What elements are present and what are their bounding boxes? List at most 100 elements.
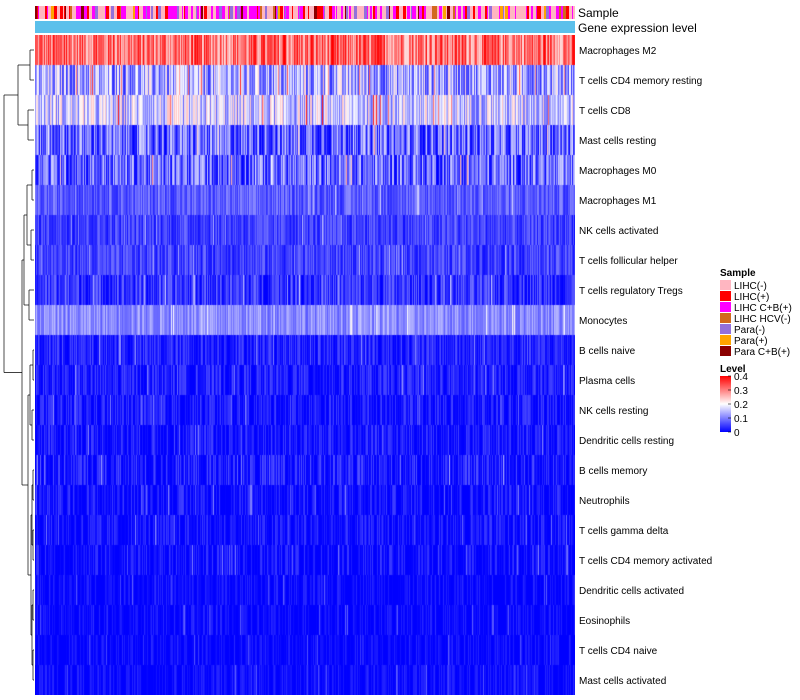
sample-bar-segment bbox=[561, 6, 563, 19]
sample-bar-segment bbox=[244, 6, 245, 19]
sample-bar-segment bbox=[278, 6, 280, 19]
sample-bar-segment bbox=[308, 6, 309, 19]
sample-bar-segment bbox=[191, 6, 193, 19]
sample-bar-segment bbox=[349, 6, 351, 19]
sample-bar-segment bbox=[531, 6, 533, 19]
sample-bar-segment bbox=[299, 6, 300, 19]
row-label: Macrophages M0 bbox=[579, 166, 657, 177]
sample-bar-segment bbox=[219, 6, 222, 19]
sample-bar-segment bbox=[336, 6, 337, 19]
row-label: T cells CD4 memory activated bbox=[579, 556, 712, 567]
sample-bar-segment bbox=[257, 6, 258, 19]
sample-bar-segment bbox=[403, 6, 406, 19]
sample-bar-segment bbox=[105, 6, 106, 19]
sample-bar-segment bbox=[367, 6, 368, 19]
sample-bar-segment bbox=[499, 6, 500, 19]
sample-bar-segment bbox=[230, 6, 233, 19]
sample-bar-segment bbox=[478, 6, 481, 19]
row-label: B cells naive bbox=[579, 346, 636, 357]
sample-bar-segment bbox=[463, 6, 465, 19]
sample-bar-segment bbox=[376, 6, 377, 19]
sample-bar-segment bbox=[346, 6, 348, 19]
sample-bar-segment bbox=[95, 6, 98, 19]
row-label: T cells gamma delta bbox=[579, 526, 669, 537]
sample-bar-segment bbox=[354, 6, 357, 19]
sample-bar-segment bbox=[563, 6, 566, 19]
sample-bar-segment bbox=[556, 6, 559, 19]
sample-bar-segment bbox=[243, 6, 244, 19]
sample-bar-segment bbox=[539, 6, 541, 19]
sample-bar-segment bbox=[204, 6, 207, 19]
row-label: NK cells activated bbox=[579, 226, 658, 237]
sample-bar-segment bbox=[124, 6, 126, 19]
row-label: T cells follicular helper bbox=[579, 256, 678, 267]
sample-bar-segment bbox=[237, 6, 240, 19]
sample-bar-segment bbox=[419, 6, 421, 19]
sample-annotation-label: Sample bbox=[578, 6, 619, 20]
sample-bar-segment bbox=[254, 6, 257, 19]
sample-bar-segment bbox=[389, 6, 390, 19]
sample-legend-label: LIHC(+) bbox=[734, 292, 769, 303]
gene-expression-level-bar bbox=[35, 21, 575, 33]
row-label: Eosinophils bbox=[579, 616, 630, 627]
legend: Sample LIHC(-)LIHC(+)LIHC C+B(+)LIHC HCV(… bbox=[720, 268, 792, 439]
sample-bar-segment bbox=[458, 6, 461, 19]
sample-bar-segment bbox=[182, 6, 183, 19]
sample-legend-swatch bbox=[720, 346, 731, 356]
sample-bar-segment bbox=[407, 6, 410, 19]
sample-bar-segment bbox=[35, 6, 37, 19]
sample-bar-segment bbox=[165, 6, 168, 19]
sample-bar-segment bbox=[453, 6, 455, 19]
row-label: Dendritic cells activated bbox=[579, 586, 684, 597]
sample-bar-segment bbox=[465, 6, 467, 19]
sample-bar-segment bbox=[200, 6, 201, 19]
sample-bar-segment bbox=[146, 6, 147, 19]
sample-bar-segment bbox=[273, 6, 275, 19]
sample-bar-segment bbox=[87, 6, 89, 19]
sample-bar-segment bbox=[549, 6, 551, 19]
row-label: T cells regulatory Tregs bbox=[579, 286, 683, 297]
sample-bar-segment bbox=[123, 6, 124, 19]
sample-bar-segment bbox=[228, 6, 229, 19]
sample-bar-segment bbox=[489, 6, 492, 19]
sample-legend-swatch bbox=[720, 291, 731, 301]
sample-bar-segment bbox=[381, 6, 382, 19]
sample-bar-segment bbox=[467, 6, 470, 19]
sample-bar-segment bbox=[508, 6, 510, 19]
sample-bar-segment bbox=[151, 6, 153, 19]
sample-bar-segment bbox=[544, 6, 546, 19]
sample-legend-label: Para(-) bbox=[734, 325, 765, 336]
sample-bar-segment bbox=[37, 6, 38, 19]
sample-bar-segment bbox=[147, 6, 150, 19]
sample-legend-label: LIHC C+B(+) bbox=[734, 303, 792, 314]
sample-bar-segment bbox=[424, 6, 426, 19]
sample-bar-segment bbox=[184, 6, 185, 19]
sample-bar-segment bbox=[280, 6, 283, 19]
sample-bar-segment bbox=[92, 6, 95, 19]
row-dendrogram bbox=[3, 49, 34, 681]
sample-bar-segment bbox=[559, 6, 561, 19]
annotation-bars bbox=[35, 6, 575, 33]
row-label: Monocytes bbox=[579, 316, 627, 327]
sample-annotation-bar bbox=[35, 6, 575, 19]
sample-bar-segment bbox=[258, 6, 260, 19]
sample-bar-segment bbox=[422, 6, 424, 19]
sample-bar-segment bbox=[435, 6, 437, 19]
sample-bar-segment bbox=[216, 6, 219, 19]
sample-bar-segment bbox=[265, 6, 267, 19]
sample-bar-segment bbox=[111, 6, 114, 19]
sample-bar-segment bbox=[47, 6, 48, 19]
sample-bar-segment bbox=[172, 6, 175, 19]
sample-bar-segment bbox=[158, 6, 161, 19]
sample-bar-segment bbox=[487, 6, 488, 19]
row-label: Macrophages M2 bbox=[579, 46, 657, 57]
row-label: T cells CD4 naive bbox=[579, 646, 658, 657]
sample-bar-segment bbox=[185, 6, 188, 19]
sample-bar-segment bbox=[65, 6, 66, 19]
sample-bar-segment bbox=[177, 6, 179, 19]
sample-bar-segment bbox=[505, 6, 508, 19]
sample-bar-segment bbox=[79, 6, 81, 19]
